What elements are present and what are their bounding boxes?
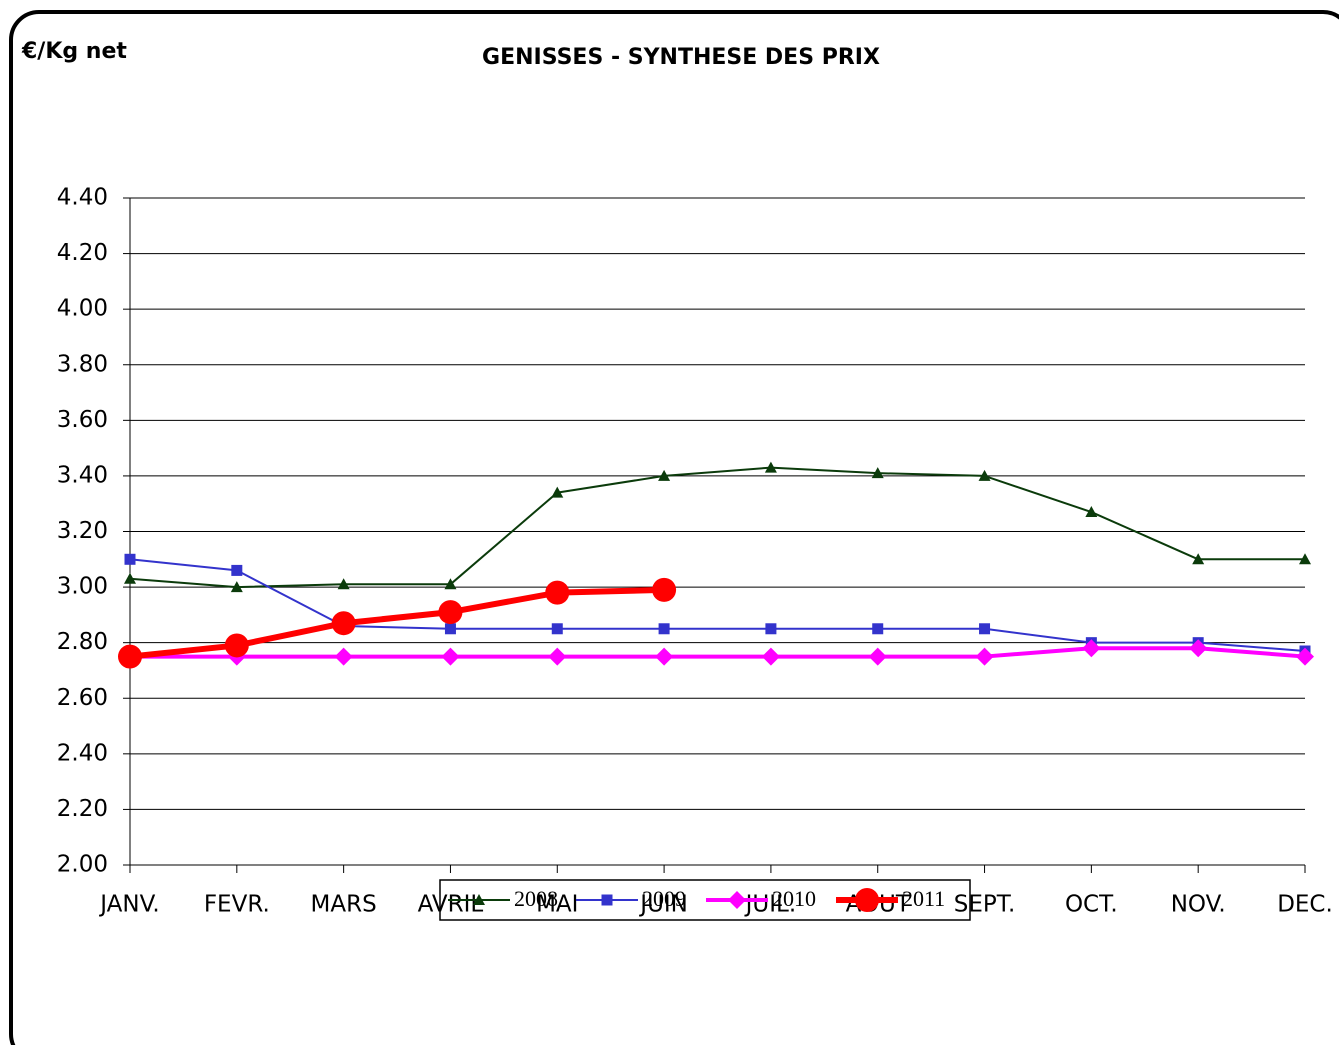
legend-label: 2010 [772, 886, 816, 911]
marker [1296, 647, 1314, 666]
x-tick-label: FEVR. [204, 892, 270, 918]
marker [855, 888, 879, 912]
x-tick-label: MAI [536, 892, 578, 918]
marker [124, 553, 136, 565]
legend-label: 2009 [642, 886, 686, 911]
y-tick-label: 2.20 [57, 796, 108, 822]
marker [230, 581, 243, 593]
series-line [129, 466, 1305, 589]
marker [1085, 506, 1098, 518]
marker [444, 623, 456, 635]
marker [652, 577, 677, 602]
marker [765, 623, 777, 635]
marker [441, 647, 460, 666]
legend-label: 2008 [514, 886, 558, 911]
marker [761, 647, 780, 666]
chart-border [9, 10, 1339, 1045]
marker [224, 633, 249, 658]
marker [1192, 553, 1205, 565]
marker [1189, 639, 1208, 658]
y-tick-label: 2.80 [57, 629, 108, 655]
marker [872, 623, 884, 635]
y-axis-label: €/Kg net [21, 39, 127, 64]
x-tick-label: JANV. [98, 892, 159, 918]
y-tick-label: 4.20 [57, 240, 108, 266]
marker [1299, 553, 1311, 565]
x-tick-label: NOV. [1171, 892, 1226, 918]
marker [337, 578, 350, 590]
y-tick-label: 3.80 [57, 351, 108, 377]
marker [545, 580, 570, 605]
y-tick-label: 3.00 [57, 574, 108, 600]
marker [331, 611, 356, 636]
x-tick-label: OCT. [1065, 892, 1118, 918]
y-tick-label: 4.00 [57, 296, 108, 322]
marker [601, 894, 613, 906]
x-tick-label: MARS [311, 892, 377, 918]
marker [728, 891, 746, 909]
y-tick-label: 2.40 [57, 740, 108, 766]
marker [655, 647, 674, 666]
marker [979, 623, 991, 635]
y-tick-label: 3.40 [57, 462, 108, 488]
marker [444, 578, 457, 590]
marker [548, 647, 567, 666]
legend-label: 2011 [902, 886, 945, 911]
y-tick-label: 2.60 [57, 685, 108, 711]
x-tick-label: JUIN [638, 892, 688, 918]
marker [551, 623, 563, 635]
marker [975, 647, 994, 666]
marker [658, 623, 670, 635]
marker [473, 894, 485, 905]
series-line [129, 586, 665, 660]
y-tick-label: 3.20 [57, 518, 108, 544]
chart-title: GENISSES - SYNTHESE DES PRIX [482, 45, 880, 70]
marker [231, 564, 243, 576]
marker [438, 600, 463, 625]
marker [124, 572, 136, 584]
y-tick-label: 4.40 [57, 185, 108, 211]
y-tick-label: 3.60 [57, 407, 108, 433]
marker [978, 469, 991, 481]
marker [764, 461, 777, 473]
marker [871, 467, 884, 479]
marker [658, 469, 671, 481]
x-tick-label: DEC. [1277, 892, 1333, 918]
x-tick-label: SEPT. [954, 892, 1016, 918]
marker [118, 644, 142, 669]
marker [868, 647, 887, 666]
y-tick-label: 2.00 [57, 852, 108, 878]
series-line [130, 646, 1306, 659]
series-line [129, 558, 1306, 653]
x-tick-label: JUIL. [744, 892, 797, 918]
x-tick-label: AVRIL [418, 892, 484, 918]
marker [334, 647, 353, 666]
marker [1082, 639, 1101, 658]
marker [551, 486, 564, 498]
